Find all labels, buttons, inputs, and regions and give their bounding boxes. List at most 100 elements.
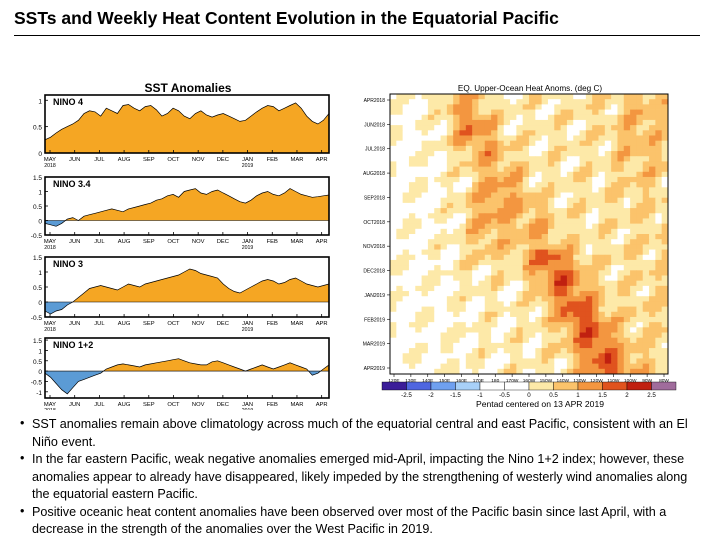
heatmap-cell	[585, 239, 593, 245]
heatmap-cell	[408, 114, 416, 121]
sst-y-tick-label: 1.5	[33, 255, 42, 262]
heatmap-cell	[636, 202, 644, 209]
heatmap-cell	[617, 223, 625, 230]
heatmap-cell	[491, 363, 498, 370]
heatmap-cell	[592, 285, 599, 292]
heatmap-cell	[491, 161, 498, 167]
heatmap-cell	[446, 322, 454, 328]
sst-x-tick-label: JUL	[94, 157, 105, 163]
heatmap-cell	[655, 275, 663, 282]
heatmap-cell	[453, 228, 460, 235]
heatmap-cell	[402, 104, 410, 110]
heatmap-cell	[402, 332, 410, 339]
sst-panel-frame	[44, 94, 330, 154]
heatmap-cell	[491, 130, 498, 136]
heatmap-cell	[617, 202, 625, 209]
heatmap-cell	[465, 202, 473, 209]
heatmap-cell	[421, 161, 429, 167]
heatmap-cell	[390, 353, 397, 359]
heatmap-cell	[604, 104, 612, 110]
slide-title: SSTs and Weekly Heat Content Evolution i…	[14, 8, 559, 28]
heatmap-cell	[446, 218, 454, 225]
heatmap-cell	[592, 99, 599, 105]
heatmap-cell	[573, 254, 580, 261]
heatmap-cell	[465, 316, 473, 323]
heatmap-cell	[541, 332, 549, 339]
heatmap-cell	[604, 182, 612, 188]
heatmap-cell	[592, 254, 599, 261]
heatmap-cell	[655, 249, 663, 256]
heatmap-cell	[453, 234, 460, 240]
heatmap-cell	[491, 166, 498, 173]
heatmap-cell	[503, 192, 511, 199]
heatmap-cell	[522, 228, 530, 235]
heatmap-cell	[402, 337, 410, 344]
sst-y-tick-label: 0.5	[33, 359, 42, 366]
heatmap-cell	[541, 151, 549, 157]
sst-panel-label: NINO 3	[53, 259, 83, 269]
heatmap-cell	[598, 99, 606, 105]
heatmap-cell	[655, 156, 663, 162]
heatmap-cell	[585, 187, 593, 193]
heatmap-cell	[472, 358, 479, 365]
heatmap-cell	[478, 363, 486, 370]
heatmap-cell	[566, 192, 574, 199]
heatmap-cell	[636, 104, 644, 110]
heatmap-cell	[642, 94, 650, 100]
heatmap-cell	[547, 348, 555, 354]
heatmap-cell	[421, 368, 429, 375]
heatmap-cell	[579, 197, 587, 204]
heatmap-cell	[566, 249, 574, 256]
heatmap-cell	[573, 234, 580, 240]
heatmap-cell	[623, 280, 631, 287]
heatmap-cell	[421, 171, 429, 178]
heatmap-cell	[649, 192, 656, 199]
heatmap-cell	[478, 306, 486, 313]
heatmap-cell	[402, 187, 410, 193]
heatmap-cell	[604, 301, 612, 307]
sst-y-tick-label: 1	[38, 348, 42, 355]
heatmap-cell	[661, 275, 669, 282]
heatmap-cell	[497, 254, 505, 261]
heatmap-cell	[446, 337, 454, 344]
heatmap-cell	[585, 280, 593, 287]
heatmap-cell	[579, 368, 587, 375]
heatmap-cell	[554, 151, 561, 157]
heatmap-cell	[598, 223, 606, 230]
heatmap-cell	[427, 259, 435, 266]
heatmap-cell	[415, 244, 422, 250]
heatmap-cell	[573, 166, 580, 173]
heatmap-cell	[585, 285, 593, 292]
heatmap-cell	[408, 332, 416, 339]
heatmap-cell	[642, 130, 650, 136]
heatmap-cell	[636, 171, 644, 178]
heatmap-cell	[566, 254, 574, 261]
heatmap-cell	[604, 161, 612, 167]
heatmap-x-label: 140W	[556, 378, 569, 384]
heatmap-cell	[497, 104, 505, 110]
heatmap-cell	[642, 223, 650, 230]
heatmap-cell	[402, 327, 410, 333]
heatmap-cell	[585, 130, 593, 136]
heatmap-cell	[491, 259, 498, 266]
heatmap-cell	[434, 130, 441, 136]
heatmap-cell	[465, 249, 473, 256]
heatmap-cell	[585, 223, 593, 230]
heatmap-cell	[427, 363, 435, 370]
heatmap-cell	[649, 348, 656, 354]
sst-anomaly-line	[45, 188, 329, 227]
heatmap-cell	[623, 275, 631, 282]
heatmap-cell	[478, 332, 486, 339]
heatmap-cell	[510, 213, 517, 219]
heatmap-cell	[611, 265, 618, 271]
heatmap-cell	[554, 270, 561, 276]
heatmap-cell	[446, 306, 454, 313]
heatmap-cell	[535, 197, 543, 204]
heatmap-cell	[529, 161, 536, 167]
heatmap-cell	[459, 104, 467, 110]
heatmap-cell	[453, 265, 460, 271]
heatmap-cell	[415, 259, 422, 266]
heatmap-cell	[611, 114, 618, 121]
heatmap-cell	[661, 114, 669, 121]
